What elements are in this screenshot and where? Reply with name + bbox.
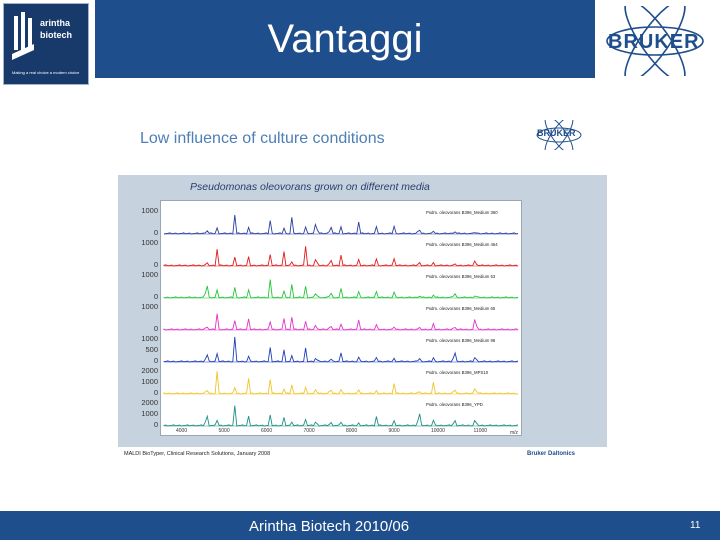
spectrum-label: Psdm. oleovorans B396_MPS10	[426, 370, 489, 375]
y-tick-label: 2000	[141, 398, 158, 407]
spectrum-line	[163, 214, 519, 235]
x-tick-label: 4000	[176, 428, 188, 434]
bruker-small-logo-icon	[536, 120, 582, 150]
bruker-logo-text: BRUKER	[608, 31, 700, 53]
spectra-plot	[163, 214, 519, 427]
spectrum-label: Psdm. oleovorans B396_YPD	[426, 402, 483, 407]
y-tick-label: 500	[145, 345, 158, 354]
y-tick-label: 1000	[141, 238, 158, 247]
spectrum-line	[163, 405, 519, 427]
spectrum-line	[163, 336, 519, 363]
spectrum-line	[163, 279, 519, 299]
y-tick-label: 1000	[141, 302, 158, 311]
x-tick-label: 8000	[346, 428, 358, 434]
footer-bar	[0, 511, 720, 540]
figure-footer	[118, 447, 607, 473]
arintha-logo: arintha biotech Making a real choice a m…	[3, 3, 89, 85]
x-tick-label: 10000	[431, 428, 445, 434]
figure-caption: MALDI BioTyper, Clinical Research Soluti…	[124, 451, 271, 457]
logo-tagline: Making a real choice a modern choice	[12, 70, 80, 75]
x-tick-label: 5000	[218, 428, 230, 434]
figure-title: Pseudomonas oleovorans grown on differen…	[190, 181, 430, 193]
spectrum-label: Psdm. oleovorans B396_Medium 360	[426, 210, 498, 215]
logo-line2: biotech	[40, 30, 73, 40]
y-tick-label: 0	[153, 228, 158, 237]
x-unit-label: m/z	[510, 430, 519, 436]
title-bar	[95, 0, 595, 78]
spectrum-label: Psdm. oleovorans B396_Medium 53	[426, 274, 496, 279]
x-tick-label: 6000	[261, 428, 273, 434]
logo-line1: arintha	[40, 18, 71, 28]
page-number: 11	[690, 520, 701, 531]
spectrum-line	[163, 246, 519, 267]
spectrum-label: Psdm. oleovorans B396_Medium 65	[426, 306, 496, 311]
spectrum-label: Psdm. oleovorans B396_Medium 98	[426, 338, 496, 343]
y-tick-label: 1000	[141, 334, 158, 343]
arintha-logo-mark	[12, 12, 34, 60]
spectrum-label: Psdm. oleovorans B396_Medium 464	[426, 242, 498, 247]
footer-text: Arintha Biotech 2010/06	[249, 518, 410, 535]
x-tick-label: 7000	[303, 428, 315, 434]
x-tick-label: 11000	[473, 428, 488, 434]
bruker-small-logo-text: BRUKER	[537, 128, 576, 138]
y-tick-label: 1000	[141, 270, 158, 279]
spectra-plot-area	[160, 200, 522, 436]
y-tick-label: 0	[153, 292, 158, 301]
x-tick-label: 9000	[388, 428, 400, 434]
bruker-logo-icon	[606, 6, 704, 76]
y-tick-label: 1000	[141, 206, 158, 215]
figure-brand: Bruker Daltonics	[527, 451, 576, 457]
slide-title: Vantaggi	[267, 17, 423, 61]
y-tick-label: 2000	[141, 366, 158, 375]
y-tick-label: 0	[153, 260, 158, 269]
y-tick-label: 0	[153, 356, 158, 365]
y-tick-label: 0	[153, 324, 158, 333]
y-tick-label: 0	[153, 420, 158, 429]
y-tick-label: 1000	[141, 409, 158, 418]
figure-heading: Low influence of culture conditions	[140, 130, 385, 147]
spectrum-line	[163, 313, 519, 331]
y-tick-label: 1000	[141, 377, 158, 386]
y-tick-label: 0	[153, 388, 158, 397]
